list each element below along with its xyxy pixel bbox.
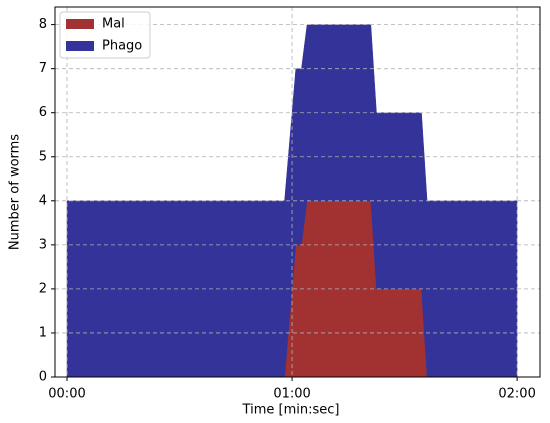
y-tick-label: 0 <box>39 370 47 385</box>
legend-swatch <box>66 19 94 29</box>
x-axis-label: Time [min:sec] <box>242 403 340 418</box>
x-tick-label: 02:00 <box>498 387 535 402</box>
y-tick-label: 3 <box>39 237 47 252</box>
y-tick-label: 1 <box>39 325 47 340</box>
y-tick-label: 8 <box>39 17 47 32</box>
y-axis-label: Number of worms <box>8 134 23 250</box>
y-tick-label: 2 <box>39 281 47 296</box>
legend-swatch <box>66 41 94 51</box>
y-tick-label: 5 <box>39 149 47 164</box>
legend: Mal Phago <box>59 11 151 59</box>
axes-frame <box>54 6 541 378</box>
y-tick-label: 6 <box>39 105 47 120</box>
legend-label: Mal <box>102 17 125 32</box>
y-tick-label: 7 <box>39 61 47 76</box>
legend-label: Phago <box>102 39 142 54</box>
x-tick-label: 00:00 <box>48 387 85 402</box>
y-tick-label: 4 <box>39 193 47 208</box>
x-tick-label: 01:00 <box>273 387 310 402</box>
